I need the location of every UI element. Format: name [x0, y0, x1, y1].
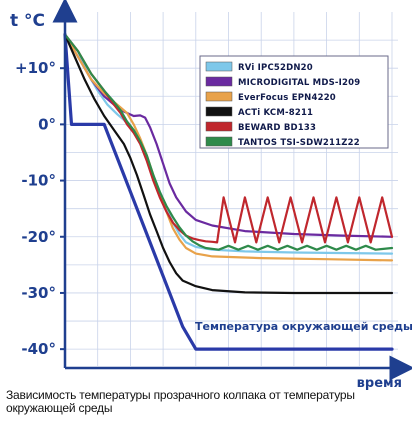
- series-line-2: [63, 33, 394, 238]
- y-tick-label: -40°: [21, 340, 56, 358]
- legend-label: RVi IPC52DN20: [238, 63, 313, 73]
- series-line-5: [63, 33, 394, 244]
- y-tick-label: -10°: [21, 172, 56, 190]
- series-line-7: [63, 32, 394, 351]
- y-tick-labels: +10° 0° -10° -20° -30° -40°: [15, 59, 65, 358]
- chart-caption: Зависимость температуры прозрачного колп…: [6, 388, 355, 415]
- legend-swatch: [205, 136, 233, 147]
- legend-swatch: [205, 91, 233, 102]
- legend-swatch: [205, 61, 233, 72]
- legend-label: TANTOS TSI-SDW211Z22: [238, 138, 360, 148]
- legend-items: RVi IPC52DN20 MICRODIGITAL MDS-I209 EverFo…: [205, 61, 360, 148]
- y-tick-label: +10°: [15, 59, 56, 77]
- series-layer: [63, 32, 394, 351]
- axes: t °C время: [10, 0, 412, 391]
- series-line-4: [63, 33, 394, 295]
- ambient-series-label: Температура окружающей среды: [195, 320, 412, 333]
- legend: RVi IPC52DN20 MICRODIGITAL MDS-I209 EverFo…: [199, 55, 389, 149]
- legend-swatch: [205, 76, 233, 87]
- legend-swatch: [205, 121, 233, 132]
- y-tick-label: -30°: [21, 284, 56, 302]
- y-tick-label: 0°: [38, 115, 56, 133]
- y-tick-label: -20°: [21, 228, 56, 246]
- legend-label: MICRODIGITAL MDS-I209: [238, 78, 360, 88]
- legend-label: BEWARD BD133: [238, 123, 316, 133]
- legend-label: EverFocus EPN4220: [238, 93, 336, 103]
- x-axis-title: время: [357, 376, 402, 391]
- legend-frame: [199, 55, 389, 149]
- series-line-6: [63, 33, 394, 251]
- legend-label: ACTi KCM-8211: [238, 108, 313, 118]
- legend-swatch: [205, 106, 233, 117]
- y-axis-title: t °C: [10, 11, 45, 31]
